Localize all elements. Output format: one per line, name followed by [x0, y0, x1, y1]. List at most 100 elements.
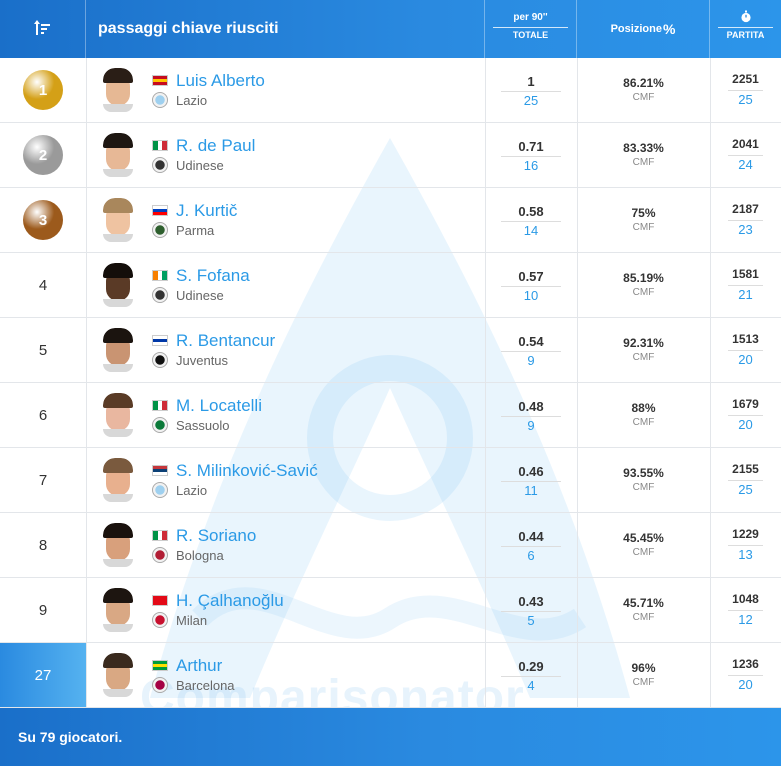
- table-row[interactable]: 5 R. Bentancur Juventus 0.54 9 92.31% CM…: [0, 318, 781, 383]
- total-value: 5: [501, 611, 561, 628]
- minutes-value: 2187: [732, 202, 759, 216]
- country-flag-icon: [152, 335, 168, 346]
- table-row[interactable]: 3 J. Kurtič Parma 0.58 14 75% CMF 2187 2…: [0, 188, 781, 253]
- table-row[interactable]: 4 S. Fofana Udinese 0.57 10 85.19% CMF 1…: [0, 253, 781, 318]
- player-avatar[interactable]: [103, 328, 133, 372]
- minutes-value: 2041: [732, 137, 759, 151]
- player-name-link[interactable]: R. Soriano: [176, 526, 257, 545]
- per90-value: 0.71: [518, 139, 544, 154]
- table-row[interactable]: 6 M. Locatelli Sassuolo 0.48 9 88% CMF 1…: [0, 383, 781, 448]
- player-name-link[interactable]: Arthur: [176, 656, 223, 675]
- stat-cell: 0.48 9: [485, 383, 577, 447]
- match-cell: 1581 21: [710, 253, 781, 317]
- player-avatar[interactable]: [103, 523, 133, 567]
- player-name-link[interactable]: M. Locatelli: [176, 396, 262, 415]
- team-name: Bologna: [176, 548, 224, 563]
- sort-button[interactable]: [0, 0, 86, 58]
- matches-value: 23: [728, 220, 763, 237]
- player-name-link[interactable]: R. Bentancur: [176, 331, 276, 350]
- matches-value: 21: [728, 285, 763, 302]
- table-row[interactable]: 9 H. Çalhanoğlu Milan 0.43 5 45.71% CMF …: [0, 578, 781, 643]
- table-header: passaggi chiave riusciti per 90'' TOTALE…: [0, 0, 781, 58]
- player-avatar[interactable]: [103, 68, 133, 112]
- match-column-header[interactable]: PARTITA: [710, 0, 781, 58]
- stat-column-header[interactable]: per 90'' TOTALE: [485, 0, 577, 58]
- rank-number: 8: [38, 536, 48, 554]
- position-cell: 86.21% CMF: [577, 58, 710, 122]
- club-crest-icon: [152, 612, 168, 628]
- country-flag-icon: [152, 660, 168, 671]
- per90-value: 1: [527, 74, 535, 89]
- player-avatar[interactable]: [103, 458, 133, 502]
- position-cell: 85.19% CMF: [577, 253, 710, 317]
- club-crest-icon: [152, 677, 168, 693]
- player-name-link[interactable]: S. Fofana: [176, 266, 250, 285]
- stat-cell: 0.44 6: [485, 513, 577, 577]
- player-name-link[interactable]: H. Çalhanoğlu: [176, 591, 284, 610]
- player-name-link[interactable]: J. Kurtič: [176, 201, 238, 220]
- table-row[interactable]: 2 R. de Paul Udinese 0.71 16 83.33% CMF …: [0, 123, 781, 188]
- country-flag-icon: [152, 400, 168, 411]
- match-cell: 2041 24: [710, 123, 781, 187]
- total-value: 4: [501, 676, 561, 693]
- matches-value: 24: [728, 155, 763, 172]
- stat-cell: 0.57 10: [485, 253, 577, 317]
- table-row[interactable]: 7 S. Milinković-Savić Lazio 0.46 11 93.5…: [0, 448, 781, 513]
- per90-value: 0.58: [518, 204, 544, 219]
- club-crest-icon: [152, 352, 168, 368]
- role-label: CMF: [632, 222, 655, 233]
- table-row[interactable]: 1 Luis Alberto Lazio 1 25 86.21% CMF 225…: [0, 58, 781, 123]
- success-percentage: 86.21%: [623, 76, 664, 90]
- player-avatar[interactable]: [103, 588, 133, 632]
- minutes-value: 2251: [732, 72, 759, 86]
- position-column-header[interactable]: Posizione %: [577, 0, 710, 58]
- success-percentage: 75%: [631, 206, 656, 220]
- minutes-value: 1679: [732, 397, 759, 411]
- percent-icon: %: [662, 21, 676, 37]
- matches-value: 13: [728, 545, 763, 562]
- rank-cell: 4: [0, 253, 86, 317]
- role-label: CMF: [632, 417, 655, 428]
- team-name: Juventus: [176, 353, 229, 368]
- player-name-link[interactable]: R. de Paul: [176, 136, 256, 155]
- table-row[interactable]: 8 R. Soriano Bologna 0.44 6 45.45% CMF 1…: [0, 513, 781, 578]
- total-value: 10: [501, 286, 561, 303]
- success-percentage: 45.45%: [623, 531, 664, 545]
- stat-cell: 0.46 11: [485, 448, 577, 512]
- total-value: 14: [501, 221, 561, 238]
- bronze-medal-icon: 3: [23, 200, 63, 240]
- total-value: 9: [501, 416, 561, 433]
- stat-cell: 0.29 4: [485, 643, 577, 707]
- success-percentage: 45.71%: [623, 596, 664, 610]
- player-avatar[interactable]: [103, 133, 133, 177]
- footer-summary: Su 79 giocatori.: [0, 708, 781, 766]
- player-avatar[interactable]: [103, 263, 133, 307]
- rank-number: 2: [38, 146, 48, 164]
- player-avatar[interactable]: [103, 653, 133, 697]
- role-label: CMF: [632, 92, 655, 103]
- position-label: Posizione: [610, 23, 662, 35]
- rank-cell: 9: [0, 578, 86, 642]
- total-value: 6: [501, 546, 561, 563]
- stat-cell: 0.71 16: [485, 123, 577, 187]
- minutes-value: 2155: [732, 462, 759, 476]
- player-avatar[interactable]: [103, 198, 133, 242]
- rank-cell: 2: [0, 123, 86, 187]
- position-cell: 92.31% CMF: [577, 318, 710, 382]
- player-avatar[interactable]: [103, 393, 133, 437]
- club-crest-icon: [152, 92, 168, 108]
- match-cell: 2251 25: [710, 58, 781, 122]
- success-percentage: 96%: [631, 661, 656, 675]
- match-cell: 1679 20: [710, 383, 781, 447]
- player-name-link[interactable]: S. Milinković-Savić: [176, 461, 318, 480]
- team-name: Barcelona: [176, 678, 235, 693]
- success-percentage: 92.31%: [623, 336, 664, 350]
- total-value: 11: [501, 481, 561, 498]
- rank-cell: 8: [0, 513, 86, 577]
- club-crest-icon: [152, 547, 168, 563]
- player-name-link[interactable]: Luis Alberto: [176, 71, 265, 90]
- table-row[interactable]: 27 Arthur Barcelona 0.29 4 96% CMF 1236 …: [0, 643, 781, 708]
- total-value: 16: [501, 156, 561, 173]
- country-flag-icon: [152, 595, 168, 606]
- total-value: 9: [501, 351, 561, 368]
